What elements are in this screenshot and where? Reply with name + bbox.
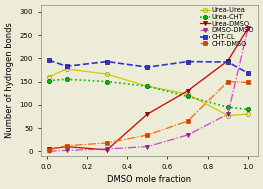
CHT-DMSO — [65, 145, 68, 147]
CHT-CL — [47, 59, 50, 61]
X-axis label: DMSO mole fraction: DMSO mole fraction — [107, 175, 191, 184]
CHT-DMSO — [226, 81, 230, 83]
Urea-CHT — [146, 85, 149, 87]
Urea-CHT — [105, 81, 109, 83]
Urea-Urea — [246, 113, 250, 115]
Urea-CHT — [186, 95, 189, 98]
Urea-CHT — [65, 78, 68, 80]
CHT-CL — [226, 61, 230, 63]
Legend: Urea-Urea, Urea-CHT, Urea-DMSO, DMSO-DMSO, CHT-CL, CHT-DMSO: Urea-Urea, Urea-CHT, Urea-DMSO, DMSO-DMS… — [199, 7, 255, 47]
Urea-DMSO — [226, 60, 230, 62]
Urea-DMSO — [65, 146, 68, 148]
Line: CHT-DMSO: CHT-DMSO — [47, 80, 250, 152]
Urea-DMSO — [105, 149, 109, 151]
DMSO-DMSO — [105, 148, 109, 150]
Line: Urea-Urea: Urea-Urea — [47, 67, 250, 118]
CHT-CL — [186, 60, 189, 63]
Line: CHT-CL: CHT-CL — [47, 58, 250, 75]
CHT-CL — [65, 65, 68, 67]
Line: Urea-DMSO: Urea-DMSO — [47, 26, 250, 152]
DMSO-DMSO — [186, 134, 189, 136]
CHT-DMSO — [105, 142, 109, 144]
CHT-DMSO — [47, 149, 50, 151]
Urea-DMSO — [146, 113, 149, 115]
Urea-Urea — [146, 85, 149, 87]
CHT-CL — [146, 66, 149, 68]
Urea-Urea — [186, 93, 189, 95]
Urea-DMSO — [47, 148, 50, 150]
Line: DMSO-DMSO: DMSO-DMSO — [47, 26, 250, 153]
Urea-CHT — [246, 108, 250, 111]
Urea-DMSO — [186, 90, 189, 92]
Urea-CHT — [47, 80, 50, 82]
Urea-DMSO — [246, 27, 250, 29]
CHT-CL — [246, 72, 250, 74]
Line: Urea-CHT: Urea-CHT — [47, 77, 250, 112]
Urea-Urea — [105, 73, 109, 75]
Urea-CHT — [226, 106, 230, 108]
CHT-DMSO — [146, 134, 149, 136]
Urea-Urea — [226, 114, 230, 117]
Y-axis label: Number of hydrogen bonds: Number of hydrogen bonds — [5, 22, 14, 138]
Urea-Urea — [65, 68, 68, 70]
DMSO-DMSO — [226, 113, 230, 115]
DMSO-DMSO — [65, 149, 68, 152]
CHT-CL — [105, 60, 109, 63]
DMSO-DMSO — [47, 150, 50, 153]
DMSO-DMSO — [246, 27, 250, 29]
DMSO-DMSO — [146, 146, 149, 148]
CHT-DMSO — [246, 81, 250, 84]
Urea-Urea — [47, 76, 50, 78]
CHT-DMSO — [186, 120, 189, 122]
